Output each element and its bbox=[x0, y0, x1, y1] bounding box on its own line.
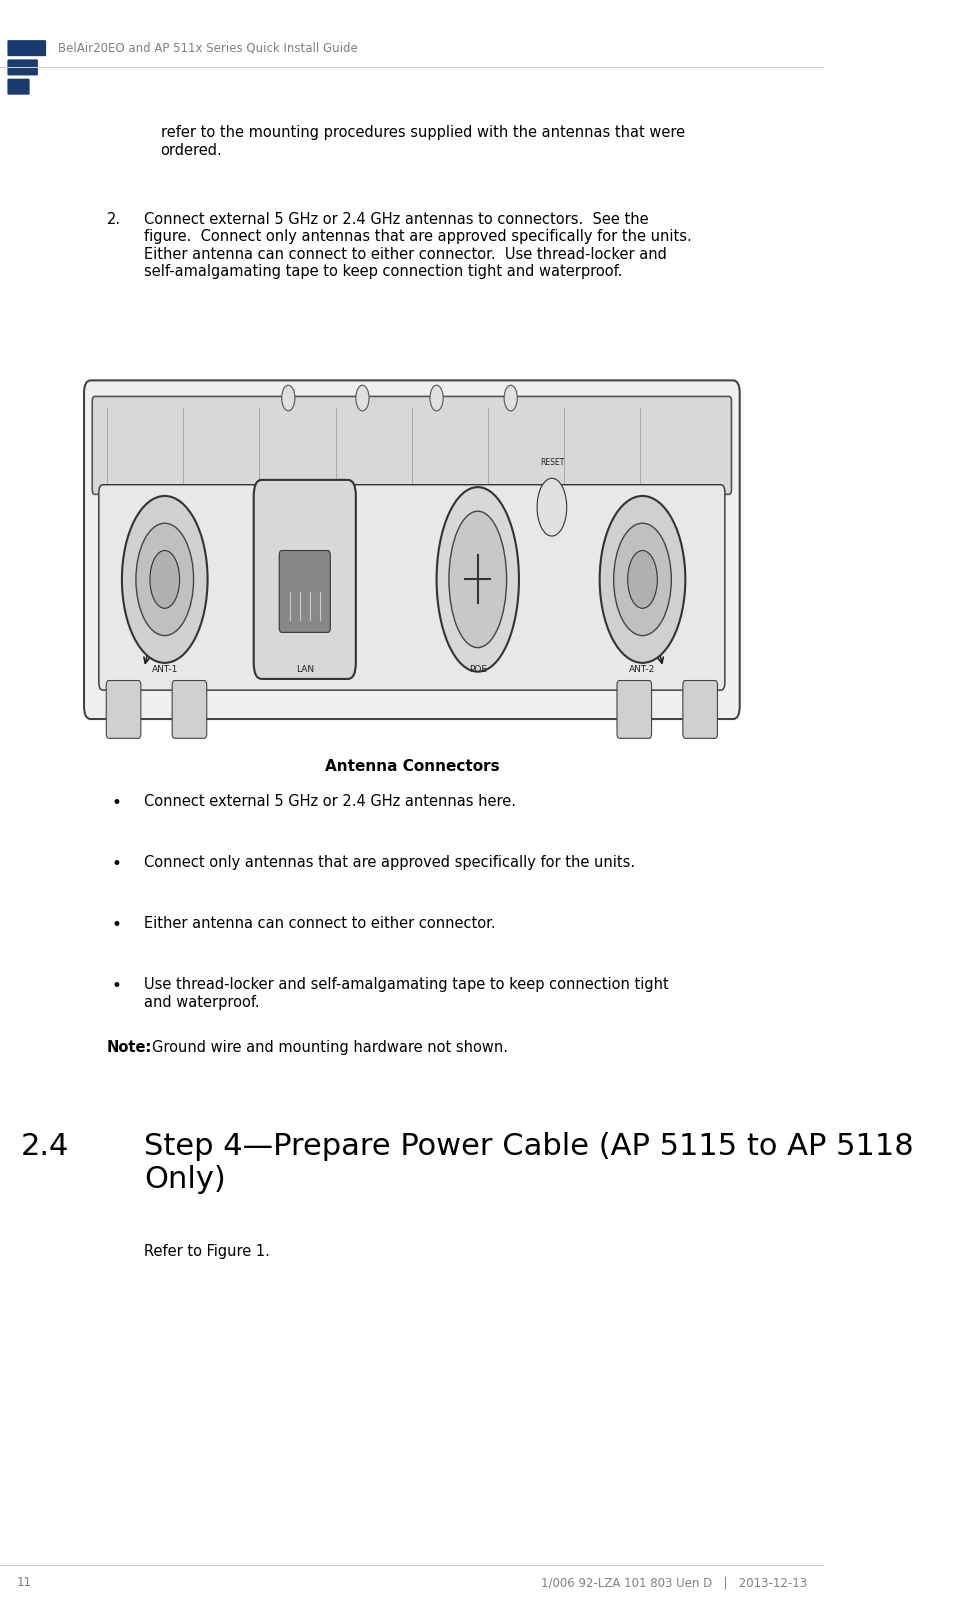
FancyBboxPatch shape bbox=[279, 551, 330, 632]
Text: POE: POE bbox=[469, 664, 487, 674]
Text: BelAir20EO and AP 511x Series Quick Install Guide: BelAir20EO and AP 511x Series Quick Inst… bbox=[57, 42, 358, 55]
Circle shape bbox=[150, 551, 180, 608]
Text: RESET: RESET bbox=[539, 457, 564, 467]
Text: Connect only antennas that are approved specifically for the units.: Connect only antennas that are approved … bbox=[144, 855, 636, 870]
Text: Refer to Figure 1.: Refer to Figure 1. bbox=[144, 1244, 270, 1258]
Circle shape bbox=[122, 496, 208, 663]
Text: Connect external 5 GHz or 2.4 GHz antennas to connectors.  See the
figure.  Conn: Connect external 5 GHz or 2.4 GHz antenn… bbox=[144, 212, 692, 279]
FancyBboxPatch shape bbox=[617, 681, 651, 738]
Text: Antenna Connectors: Antenna Connectors bbox=[325, 759, 500, 774]
Circle shape bbox=[282, 385, 295, 411]
Text: •: • bbox=[111, 916, 122, 934]
Text: ANT-1: ANT-1 bbox=[152, 664, 178, 674]
Circle shape bbox=[136, 523, 193, 636]
Text: Use thread-locker and self-amalgamating tape to keep connection tight
and waterp: Use thread-locker and self-amalgamating … bbox=[144, 977, 669, 1010]
FancyBboxPatch shape bbox=[683, 681, 717, 738]
Text: 11: 11 bbox=[17, 1576, 31, 1589]
Text: •: • bbox=[111, 855, 122, 873]
FancyBboxPatch shape bbox=[8, 59, 38, 75]
Text: Ground wire and mounting hardware not shown.: Ground wire and mounting hardware not sh… bbox=[153, 1040, 508, 1054]
Text: 2.: 2. bbox=[107, 212, 122, 226]
FancyBboxPatch shape bbox=[92, 396, 732, 494]
Text: Connect external 5 GHz or 2.4 GHz antennas here.: Connect external 5 GHz or 2.4 GHz antenn… bbox=[144, 794, 516, 809]
Circle shape bbox=[504, 385, 517, 411]
Text: refer to the mounting procedures supplied with the antennas that were
ordered.: refer to the mounting procedures supplie… bbox=[160, 125, 684, 157]
Text: Either antenna can connect to either connector.: Either antenna can connect to either con… bbox=[144, 916, 496, 931]
Ellipse shape bbox=[449, 510, 506, 648]
FancyBboxPatch shape bbox=[99, 485, 725, 690]
Text: Note:: Note: bbox=[107, 1040, 153, 1054]
Text: LAN: LAN bbox=[295, 664, 314, 674]
Text: 1/006 92-LZA 101 803 Uen D   |   2013-12-13: 1/006 92-LZA 101 803 Uen D | 2013-12-13 bbox=[541, 1576, 808, 1589]
FancyBboxPatch shape bbox=[84, 380, 740, 719]
FancyBboxPatch shape bbox=[254, 480, 356, 679]
FancyBboxPatch shape bbox=[8, 40, 46, 56]
Text: 2.4: 2.4 bbox=[20, 1132, 69, 1160]
Text: •: • bbox=[111, 977, 122, 995]
Circle shape bbox=[538, 478, 567, 536]
FancyBboxPatch shape bbox=[106, 681, 141, 738]
Circle shape bbox=[613, 523, 672, 636]
Text: •: • bbox=[111, 794, 122, 812]
Circle shape bbox=[628, 551, 657, 608]
Text: Step 4—Prepare Power Cable (AP 5115 to AP 5118
Only): Step 4—Prepare Power Cable (AP 5115 to A… bbox=[144, 1132, 914, 1194]
Circle shape bbox=[430, 385, 443, 411]
Circle shape bbox=[600, 496, 685, 663]
FancyBboxPatch shape bbox=[172, 681, 207, 738]
Ellipse shape bbox=[436, 488, 519, 672]
FancyBboxPatch shape bbox=[8, 79, 30, 95]
Text: ANT-2: ANT-2 bbox=[630, 664, 656, 674]
Circle shape bbox=[356, 385, 369, 411]
